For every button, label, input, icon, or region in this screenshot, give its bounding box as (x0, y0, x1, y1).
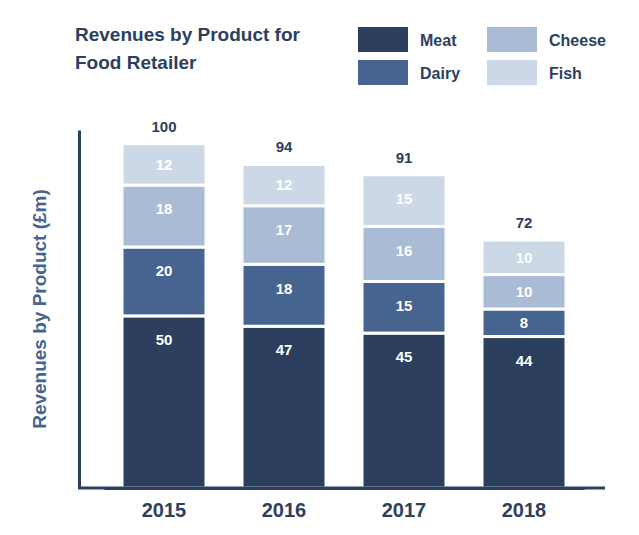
bar-segment (242, 264, 326, 326)
x-axis-baseline (78, 487, 605, 490)
title: Revenues by Product forFood Retailer (75, 24, 300, 73)
x-tick-label: 2018 (502, 499, 547, 521)
bar-segment (122, 144, 206, 185)
data-label: 20 (156, 262, 173, 279)
x-axis: 2015 2016 2017 2018 (105, 488, 585, 521)
bar-segment (242, 326, 326, 488)
total-label: 72 (516, 214, 533, 231)
legend-label: Fish (549, 65, 582, 82)
bar-segment (122, 316, 206, 488)
data-label: 18 (156, 200, 173, 217)
data-label: 47 (276, 341, 293, 358)
total-label: 91 (396, 149, 413, 166)
data-label: 45 (396, 348, 413, 365)
bar-segment (122, 185, 206, 247)
y-axis-title: Revenues by Product (£m) (29, 189, 50, 429)
legend-swatch (487, 60, 537, 85)
legend-label: Meat (420, 32, 457, 49)
data-label: 12 (276, 176, 293, 193)
data-label: 44 (516, 352, 533, 369)
legend-item: Fish (487, 60, 582, 85)
x-axis-line (105, 487, 585, 490)
legend-item: Meat (358, 27, 457, 52)
legend-item: Dairy (358, 60, 460, 85)
bar-segment (122, 247, 206, 316)
legend-label: Dairy (420, 65, 460, 82)
bar-segment (242, 206, 326, 265)
data-label: 12 (156, 156, 173, 173)
x-tick-label: 2016 (262, 499, 307, 521)
total-label: 100 (151, 118, 176, 135)
x-tick: 2016 (262, 488, 307, 521)
legend-swatch (358, 60, 408, 85)
x-tick-label: 2015 (142, 499, 187, 521)
bar-segment (362, 333, 446, 488)
data-label: 18 (276, 280, 293, 297)
chart: 5020181247181712451516154481010100949172… (0, 0, 639, 535)
x-tick: 2017 (382, 488, 427, 521)
legend: Meat Dairy Cheese Fish (358, 27, 606, 85)
bar-segment (362, 175, 446, 227)
bar-segment (242, 164, 326, 205)
bar-segment (482, 337, 566, 488)
legend-item: Cheese (487, 27, 606, 52)
data-labels: 50 20 18 12 47 18 17 12 45 15 16 15 44 8 10 10 100 94 91 72 (151, 118, 533, 369)
bar-segment (482, 275, 566, 309)
bar-segment (362, 226, 446, 281)
legend-swatch (487, 27, 537, 52)
bar-segment (482, 309, 566, 337)
total-label: 94 (276, 138, 293, 155)
bar-segment (482, 240, 566, 274)
bars (122, 144, 566, 488)
data-label: 15 (396, 190, 413, 207)
x-tick: 2018 (502, 488, 547, 521)
legend-label: Cheese (549, 32, 606, 49)
x-tick-label: 2017 (382, 499, 427, 521)
data-label: 8 (520, 314, 528, 331)
bar-segment (362, 281, 446, 333)
data-label: 17 (276, 221, 293, 238)
data-label: 10 (516, 283, 533, 300)
data-label: 15 (396, 297, 413, 314)
data-label: 50 (156, 331, 173, 348)
data-label: 10 (516, 249, 533, 266)
y-axis (79, 131, 80, 489)
data-label: 16 (396, 242, 413, 259)
y-axis-line (78, 131, 81, 489)
x-tick: 2015 (142, 488, 187, 521)
legend-swatch (358, 27, 408, 52)
